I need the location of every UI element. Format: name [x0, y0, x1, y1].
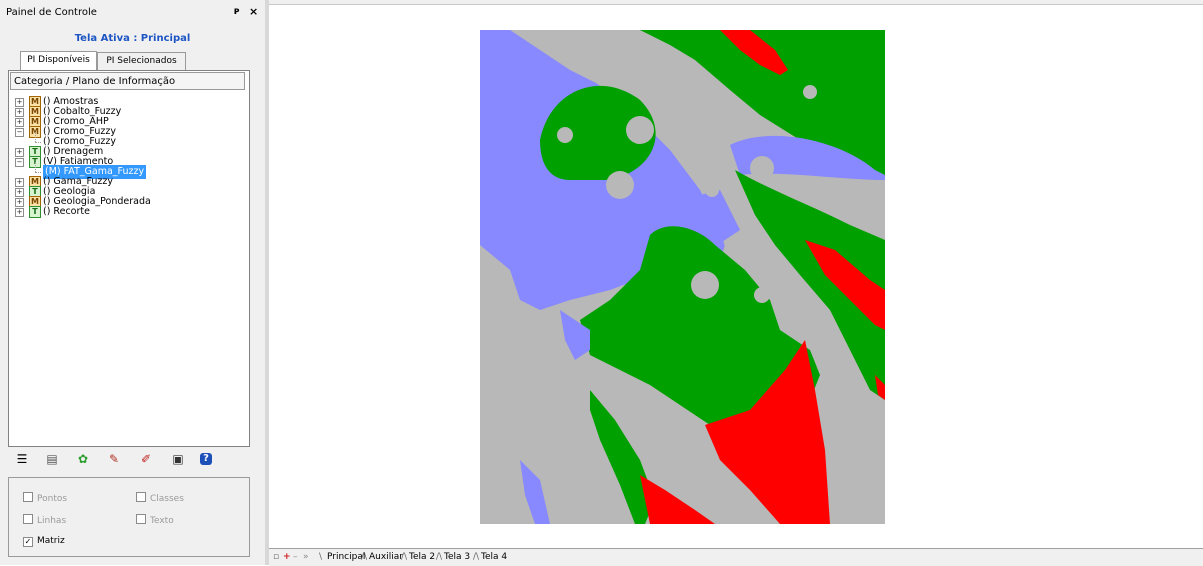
map-spot-3 [606, 171, 634, 199]
option-matriz[interactable]: ✓ Matriz [23, 536, 65, 547]
tab-separator: \ [319, 552, 323, 562]
map-region-green-right [735, 170, 885, 400]
map-spot-2 [626, 116, 654, 144]
tree-row-label: () Cobalto_Fuzzy [43, 106, 122, 117]
screen-tab[interactable]: Tela 4 [481, 552, 508, 562]
scroll-tabs-icon[interactable]: » [303, 552, 309, 562]
expand-icon[interactable]: + [15, 108, 24, 117]
control-panel: Painel de Controle ᴩ × Tela Ativa : Prin… [0, 0, 265, 565]
map-region-green-oval [540, 85, 656, 180]
expand-icon[interactable]: + [15, 148, 24, 157]
expand-icon[interactable]: + [15, 118, 24, 127]
tree-row-label-selected: (M) FAT_Gama_Fuzzy [43, 165, 147, 179]
add-tab-icon[interactable]: + [283, 552, 291, 562]
texto-checkbox[interactable] [136, 514, 146, 524]
classes-checkbox[interactable] [136, 492, 146, 502]
raster-map[interactable] [480, 30, 885, 524]
tree-column-header[interactable]: Categoria / Plano de Informação [10, 72, 245, 90]
window-icon[interactable]: ▣ [172, 452, 184, 466]
panel-titlebar: Painel de Controle ᴩ × [0, 0, 265, 24]
tree-row-label: (V) Fatiamento [43, 156, 114, 167]
matriz-checkbox[interactable]: ✓ [23, 537, 33, 547]
help-icon[interactable]: ? [200, 453, 212, 465]
panel-title: Painel de Controle [6, 7, 97, 18]
tab-separator: /\ [401, 552, 408, 562]
map-region-red-bottom [705, 340, 830, 524]
map-region-red-right-low [875, 375, 885, 400]
expand-icon[interactable]: + [15, 98, 24, 107]
screen-tab-bar: ▫ + – » Principal \ Auxiliar/\ Tela 2/\ Tela… [269, 548, 1203, 566]
map-region-red-bottom-left [640, 475, 715, 524]
tree-connector [35, 172, 41, 173]
tab-pi-selecionados[interactable]: PI Selecionados [97, 52, 186, 70]
tree-row-label: () Cromo_AHP [43, 116, 109, 127]
expand-icon[interactable]: + [15, 208, 24, 217]
tree-row-label: () Cromo_Fuzzy [43, 126, 116, 137]
tab-separator: /\ [473, 552, 480, 562]
pin-icon[interactable]: ᴩ [234, 6, 240, 17]
map-region-blue-corner [520, 460, 550, 524]
expand-icon[interactable]: − [15, 158, 24, 167]
option-linhas[interactable]: Linhas [23, 514, 66, 526]
tree-row-label: () Geologia [43, 186, 96, 197]
tree-row-label: () Geologia_Ponderada [43, 196, 151, 207]
map-spot-5 [750, 156, 774, 180]
tree-connector [35, 162, 36, 172]
map-spot-6 [803, 85, 817, 99]
option-classes[interactable]: Classes [136, 492, 184, 504]
option-texto[interactable]: Texto [136, 514, 174, 526]
expand-icon[interactable]: − [15, 128, 24, 137]
map-region-green-lower [590, 390, 655, 524]
tab-separator: /\ [436, 552, 443, 562]
tree-row-label: () Amostras [43, 96, 99, 107]
map-region-red-top [720, 30, 788, 75]
panel-toolbar: ☰ ▤ ✿ ✎ ✐ ▣ ? [8, 447, 248, 471]
screen-tab[interactable]: Tela 2 [409, 552, 436, 562]
tab-pi-disponiveis[interactable]: PI Disponíveis [20, 51, 97, 70]
first-tab-icon[interactable]: ▫ [273, 552, 280, 562]
thematic-layer-icon: T [29, 206, 41, 218]
tree-row-label: () Gama_Fuzzy [43, 176, 114, 187]
edit-icon[interactable]: ✎ [108, 452, 120, 466]
list-icon[interactable]: ☰ [16, 452, 28, 466]
screen-tab[interactable]: Tela 3 [444, 552, 471, 562]
remove-tab-icon[interactable]: – [293, 552, 298, 562]
map-spot-1 [557, 127, 573, 143]
map-region-blue-lower [560, 310, 590, 360]
tree-connector [35, 132, 36, 142]
canvas-top-border [269, 0, 1203, 5]
linhas-checkbox[interactable] [23, 514, 33, 524]
close-icon[interactable]: × [249, 5, 259, 18]
tree-connector [35, 142, 41, 143]
display-options: Pontos Classes Linhas Texto ✓ Matriz [8, 477, 250, 557]
tree-row-label: () Cromo_Fuzzy [43, 136, 116, 147]
tree-row-label: () Drenagem [43, 146, 104, 157]
expand-icon[interactable]: + [15, 198, 24, 207]
expand-icon[interactable]: + [15, 188, 24, 197]
draw-icon[interactable]: ✐ [140, 452, 152, 466]
map-spot-8 [691, 271, 719, 299]
expand-icon[interactable]: + [15, 178, 24, 187]
screen-tab[interactable]: Principal [327, 552, 366, 562]
map-region-green-center [580, 226, 820, 425]
active-screen-label: Tela Ativa : Principal [74, 33, 191, 44]
legend-icon[interactable]: ✿ [77, 452, 89, 466]
map-region-green-upper [640, 30, 885, 180]
screen-tab[interactable]: Auxiliar [369, 552, 403, 562]
map-spot-7 [735, 249, 749, 263]
table-icon[interactable]: ▤ [46, 452, 58, 466]
pontos-checkbox[interactable] [23, 492, 33, 502]
panel-splitter[interactable] [265, 0, 269, 565]
tab-separator: /\ [361, 552, 368, 562]
map-region-red-right [805, 240, 885, 330]
tree-row-label: () Recorte [43, 206, 90, 217]
layer-tree: Categoria / Plano de Informação + M() Amo… [8, 70, 250, 447]
option-pontos[interactable]: Pontos [23, 492, 67, 504]
map-spot-4 [705, 183, 719, 197]
map-spot-9 [754, 287, 770, 303]
